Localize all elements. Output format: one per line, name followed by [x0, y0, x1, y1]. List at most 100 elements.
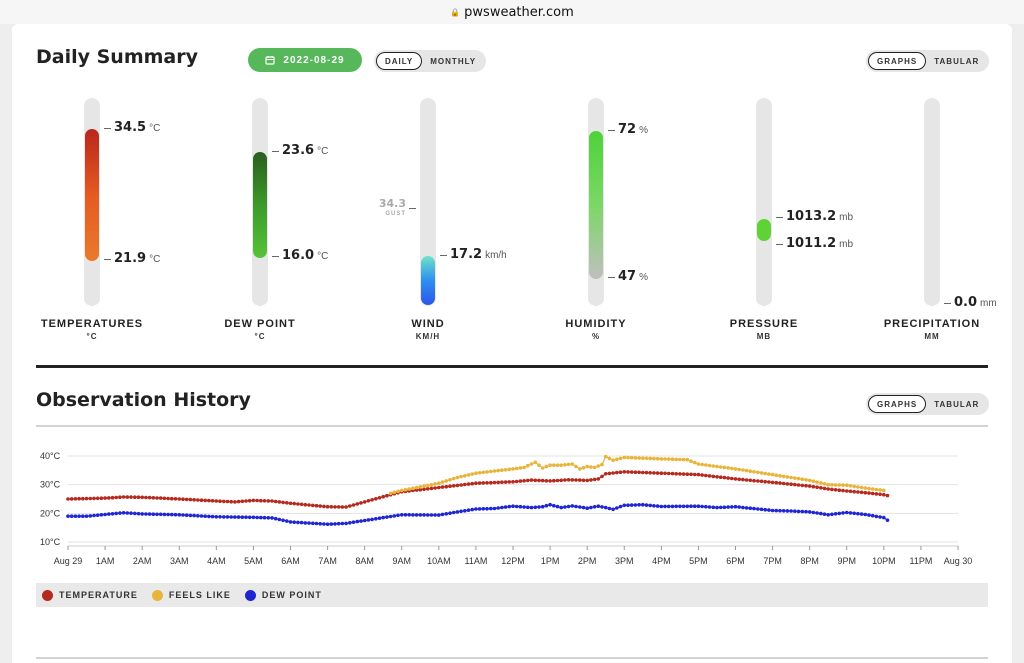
series-point [526, 463, 530, 468]
series-point [711, 474, 716, 479]
series-point [448, 511, 452, 515]
series-point [659, 504, 664, 509]
series-point [240, 515, 245, 519]
series-point [140, 495, 144, 500]
series-line [67, 471, 888, 508]
series-point [340, 505, 345, 509]
history-tabular-tab[interactable]: TABULAR [934, 399, 980, 409]
series-point [603, 454, 608, 459]
dewpoint-high: 23.6 °C [282, 143, 329, 158]
series-point [611, 471, 615, 475]
series-point [429, 513, 434, 517]
series-point [114, 495, 118, 500]
series-point [440, 512, 445, 517]
series-point [774, 473, 779, 477]
series-point [463, 482, 467, 487]
daily-tab[interactable]: DAILY [376, 52, 423, 70]
series-point [815, 511, 819, 515]
summary-graphs-tab[interactable]: GRAPHS [868, 52, 927, 70]
series-point [882, 492, 886, 497]
series-point [581, 505, 586, 510]
series-point [841, 511, 845, 515]
series-point [184, 497, 189, 502]
series-point [570, 462, 575, 466]
series-point [166, 512, 170, 517]
series-point [281, 500, 285, 505]
series-point [514, 466, 519, 471]
series-point [833, 512, 838, 516]
series-point [77, 514, 81, 518]
series-point [626, 455, 630, 460]
series-point [770, 480, 775, 485]
series-point [644, 470, 649, 475]
series-point [340, 521, 345, 526]
dewpoint-label: DEW POINT [224, 318, 296, 330]
series-point [830, 512, 834, 517]
series-point [852, 511, 856, 516]
series-point [741, 505, 745, 510]
date-picker-button[interactable]: 2022-08-29 [248, 48, 362, 72]
series-point [455, 475, 460, 480]
browser-url: pwsweather.com [464, 4, 574, 20]
series-point [811, 484, 816, 489]
series-point [689, 472, 693, 477]
series-point [670, 504, 675, 509]
series-point [785, 475, 790, 479]
series-point [73, 514, 78, 518]
dewpoint-gauge [252, 98, 268, 306]
series-point [841, 483, 845, 487]
series-point [314, 521, 319, 526]
history-graphs-tab[interactable]: GRAPHS [868, 395, 927, 413]
series-point [718, 465, 723, 469]
series-point [674, 457, 678, 462]
series-point [585, 464, 589, 469]
x-tick-label: 8AM [355, 556, 374, 566]
series-point [767, 508, 771, 512]
series-point [607, 456, 612, 461]
series-point [859, 485, 864, 490]
series-point [370, 517, 374, 522]
series-point [618, 470, 623, 474]
series-point [685, 504, 690, 509]
browser-address-bar[interactable]: 🔒 pwsweather.com [0, 0, 1024, 24]
series-point [177, 513, 182, 517]
series-point [511, 467, 515, 471]
series-point [303, 521, 308, 525]
monthly-tab[interactable]: MONTHLY [430, 56, 477, 66]
series-point [644, 456, 649, 461]
series-point [870, 491, 875, 496]
series-point [288, 520, 293, 524]
series-point [110, 512, 115, 516]
observation-chart[interactable]: 40°C 30°C 20°C 10°C Aug 29 1AM 2AM 3AM 4AM 5AM 6AM… [12, 444, 1012, 576]
series-point [722, 465, 727, 470]
series-point [874, 492, 879, 496]
series-point [815, 485, 819, 489]
series-point [781, 509, 786, 513]
series-point [477, 507, 482, 511]
series-point [804, 483, 808, 488]
pressure-low: 1011.2 mb [786, 236, 854, 251]
series-point [489, 506, 493, 511]
series-point [425, 487, 430, 491]
series-point [492, 480, 497, 485]
summary-tabular-tab[interactable]: TABULAR [934, 56, 980, 66]
legend-temperature[interactable]: TEMPERATURE [42, 589, 138, 601]
legend-dew-point[interactable]: DEW POINT [244, 589, 322, 601]
series-point [437, 481, 441, 485]
series-point [833, 483, 838, 487]
legend-feels-like[interactable]: FEELS LIKE [151, 589, 231, 601]
series-point [474, 507, 478, 511]
series-point [170, 512, 174, 517]
series-point [778, 481, 782, 485]
pressure-label: PRESSURE [729, 318, 799, 330]
series-point [489, 480, 493, 485]
dewpoint-low-tick [272, 256, 279, 257]
series-point [730, 505, 734, 509]
series-point [885, 493, 890, 498]
series-point [125, 495, 130, 499]
series-point [622, 503, 627, 508]
x-tick-label: 7AM [318, 556, 337, 566]
series-point [266, 516, 271, 520]
series-point [726, 476, 730, 480]
series-point [778, 474, 782, 478]
